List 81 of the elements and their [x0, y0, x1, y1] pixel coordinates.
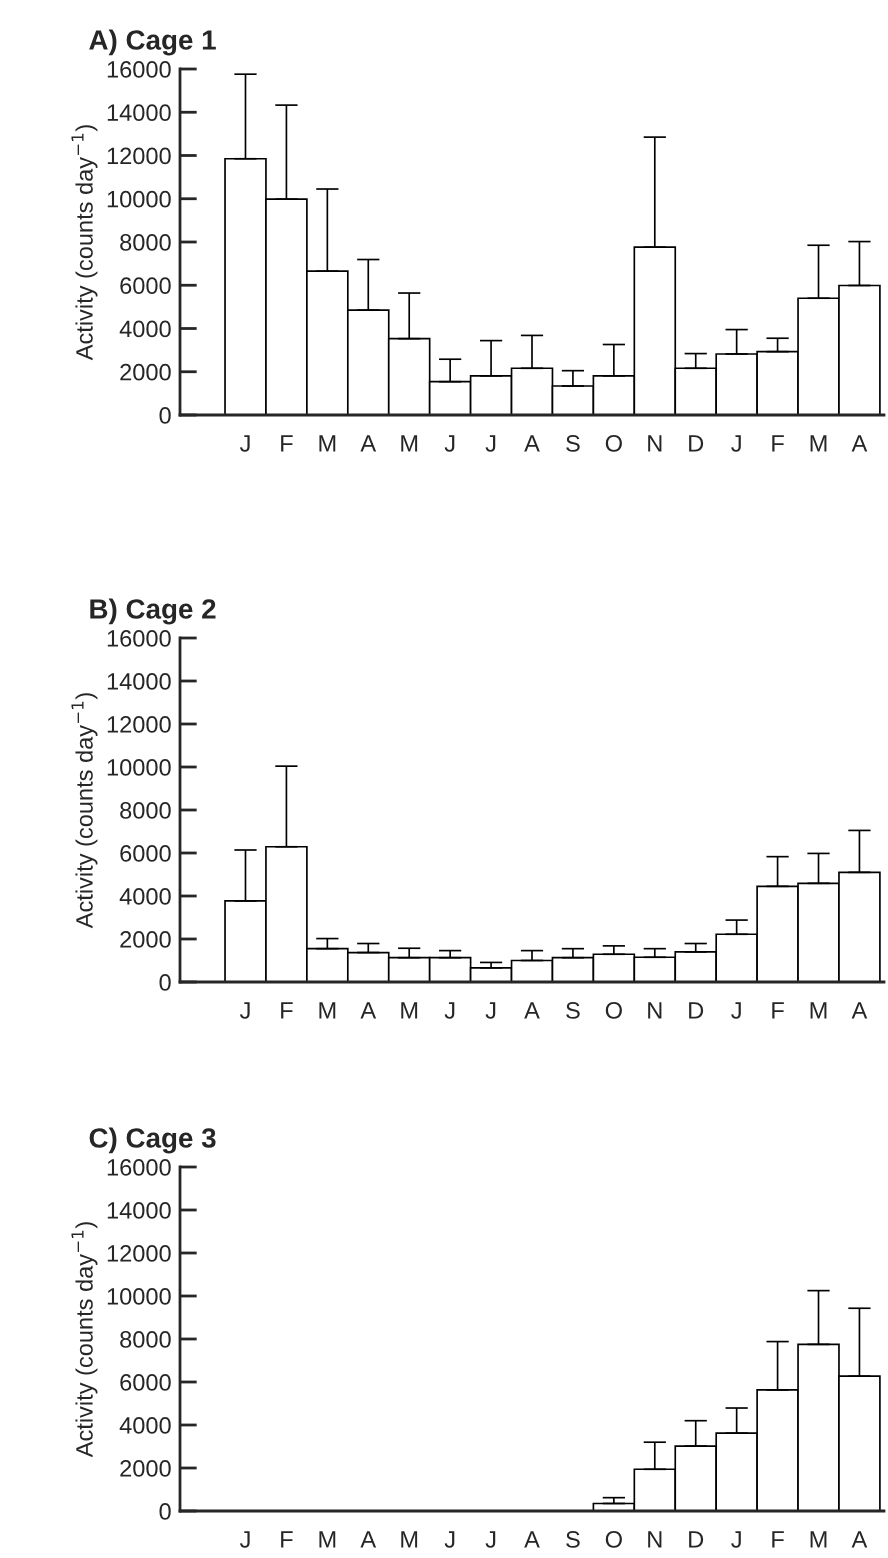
y-tick-label: 10000 — [107, 1288, 171, 1305]
x-tick-label: M — [401, 1531, 418, 1548]
x-tick-label: M — [401, 435, 418, 452]
x-tick-label: D — [689, 1002, 704, 1019]
chart-title: A) Cage 1 — [89, 29, 216, 56]
x-tick-label: S — [566, 435, 580, 452]
x-tick-label: J — [731, 435, 741, 452]
chart-title: C) Cage 3 — [89, 1127, 216, 1154]
x-tick-label: M — [810, 1531, 827, 1548]
x-tick-label: J — [485, 435, 496, 452]
y-tick-label: 6000 — [120, 277, 171, 295]
y-tick-label: 10000 — [107, 190, 171, 208]
x-tick-label: F — [772, 1531, 784, 1548]
x-tick-label: S — [566, 1002, 580, 1019]
y-tick-label: 16000 — [107, 1159, 171, 1176]
y-tick-label: 16000 — [107, 61, 171, 78]
y-axis-title: Activity (counts day$^{−1}$) — [71, 693, 98, 929]
chart-title: B) Cage 2 — [90, 598, 216, 625]
y-tick-label: 8000 — [120, 1331, 171, 1348]
x-tick-label: J — [239, 435, 250, 452]
x-tick-label: D — [689, 435, 704, 452]
x-tick-label: M — [319, 1531, 336, 1548]
x-tick-label: A — [360, 1531, 377, 1548]
x-tick-label: J — [731, 1531, 741, 1548]
y-axis-title: Activity (counts day$^{−1}$) — [71, 1222, 98, 1458]
x-tick-label: O — [605, 435, 622, 452]
x-tick-label: F — [281, 1531, 293, 1548]
x-tick-label: D — [689, 1531, 704, 1548]
x-tick-label: A — [360, 435, 377, 452]
x-tick-label: F — [281, 435, 293, 452]
x-tick-label: J — [239, 1002, 250, 1019]
x-tick-label: N — [648, 1002, 662, 1019]
x-tick-label: J — [485, 1002, 496, 1019]
x-tick-label: J — [444, 1531, 455, 1548]
y-tick-label: 6000 — [120, 1374, 171, 1391]
y-tick-label: 4000 — [119, 320, 171, 338]
x-tick-label: A — [851, 1531, 868, 1548]
x-tick-label: F — [281, 1002, 293, 1019]
x-tick-label: M — [319, 1002, 336, 1019]
x-tick-label: O — [605, 1002, 622, 1019]
x-tick-label: A — [524, 1002, 540, 1019]
y-tick-label: 8000 — [120, 802, 171, 819]
y-tick-label: 2000 — [120, 931, 171, 948]
x-tick-label: M — [319, 435, 336, 452]
x-tick-label: A — [360, 1002, 377, 1019]
x-tick-label: J — [444, 1002, 455, 1019]
y-tick-label: 4000 — [119, 1417, 171, 1434]
y-tick-label: 14000 — [107, 1202, 171, 1219]
x-tick-label: S — [566, 1531, 580, 1548]
y-tick-label: 12000 — [107, 1245, 171, 1262]
y-tick-label: 14000 — [107, 673, 171, 690]
x-tick-label: F — [772, 435, 784, 452]
y-tick-label: 2000 — [120, 1460, 171, 1477]
x-tick-label: J — [485, 1531, 496, 1548]
x-tick-label: O — [605, 1531, 622, 1548]
x-tick-label: N — [648, 435, 662, 452]
y-axis-title: Activity (counts day$^{−1}$) — [71, 125, 98, 361]
y-tick-label: 10000 — [107, 759, 171, 776]
y-tick-label: 12000 — [107, 716, 171, 733]
x-tick-label: F — [772, 1002, 784, 1019]
y-tick-label: 16000 — [107, 630, 171, 647]
y-tick-label: 12000 — [107, 147, 171, 165]
x-tick-label: A — [851, 1002, 868, 1019]
x-tick-label: M — [401, 1002, 418, 1019]
y-tick-label: 2000 — [120, 363, 171, 381]
x-tick-label: A — [524, 435, 540, 452]
y-tick-label: 0 — [159, 407, 171, 424]
x-tick-label: M — [810, 1002, 827, 1019]
y-tick-label: 0 — [159, 1503, 171, 1520]
y-tick-label: 6000 — [120, 845, 171, 862]
y-tick-label: 0 — [159, 974, 171, 991]
y-tick-label: 8000 — [120, 234, 171, 251]
x-tick-label: J — [444, 435, 455, 452]
y-tick-label: 4000 — [119, 888, 171, 905]
y-tick-label: 14000 — [107, 104, 171, 122]
x-tick-label: A — [524, 1531, 540, 1548]
x-tick-label: J — [239, 1531, 250, 1548]
x-tick-label: M — [810, 435, 827, 452]
x-tick-label: A — [851, 435, 868, 452]
x-tick-label: N — [648, 1531, 662, 1548]
x-tick-label: J — [731, 1002, 741, 1019]
